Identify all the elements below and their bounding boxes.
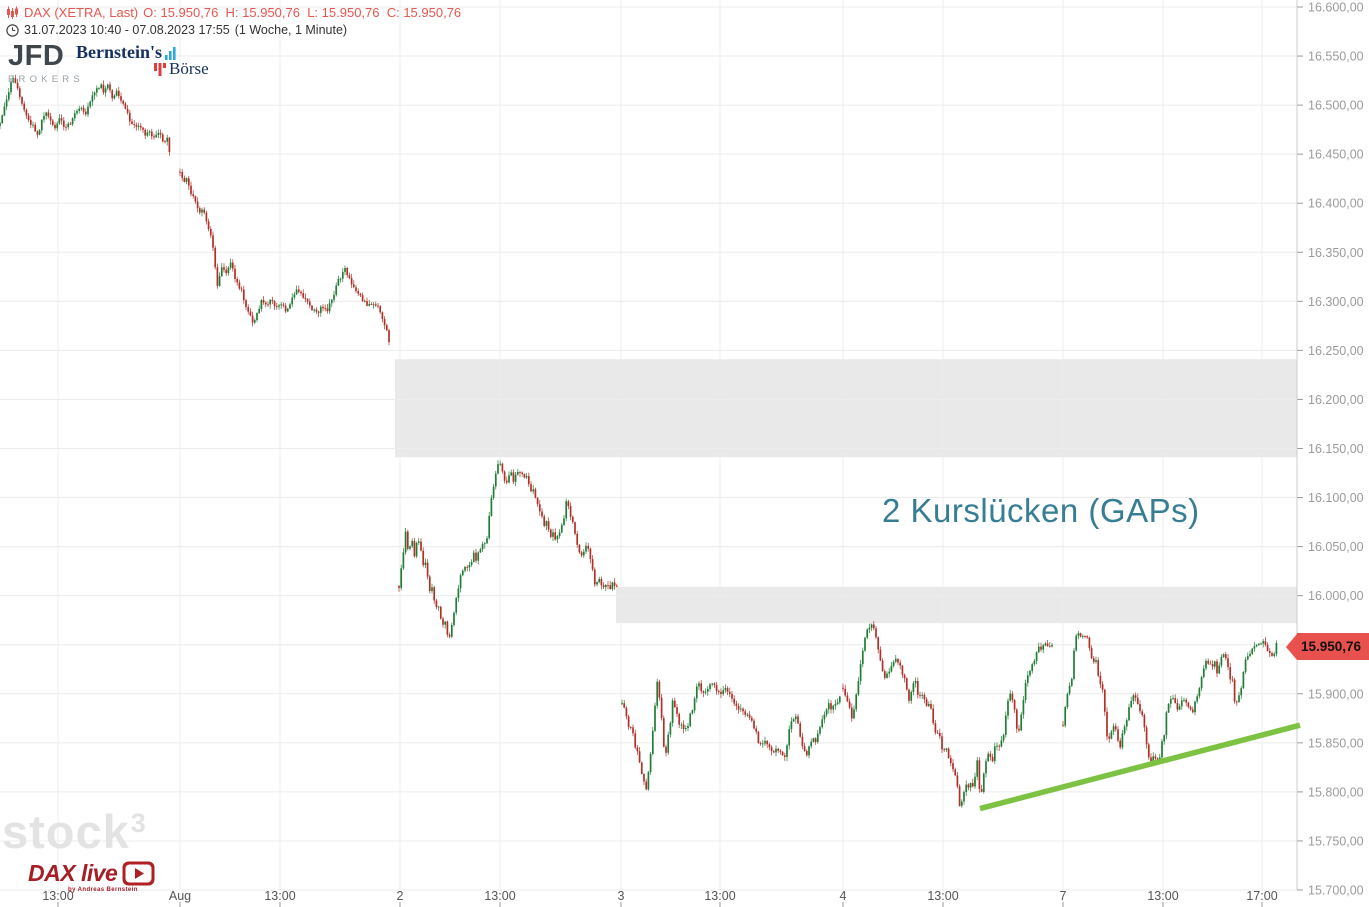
svg-text:17:00: 17:00: [1246, 889, 1277, 903]
tag-arrow-icon: [1285, 633, 1297, 660]
svg-text:16.400,00: 16.400,00: [1308, 197, 1364, 211]
svg-text:4: 4: [840, 889, 847, 903]
candlestick-icon: [7, 6, 18, 19]
jfd-logo-text: JFD: [8, 40, 65, 72]
symbol-line: DAX (XETRA, Last) O: 15.950,76 H: 15.950…: [6, 5, 461, 20]
symbol-title: DAX (XETRA, Last): [24, 5, 139, 20]
date-range: 31.07.2023 10:40 - 07.08.2023 17:55: [24, 23, 230, 37]
jfd-logo-subtext: BROKERS: [8, 74, 84, 85]
svg-text:13:00: 13:00: [484, 889, 515, 903]
play-icon: [122, 861, 155, 886]
daxlive-logo: DAX live by Andreas Bernstein: [28, 861, 155, 893]
svg-text:15.900,00: 15.900,00: [1308, 687, 1364, 701]
svg-text:15.700,00: 15.700,00: [1308, 884, 1364, 898]
svg-text:16.250,00: 16.250,00: [1308, 344, 1364, 358]
range-line: 31.07.2023 10:40 - 07.08.2023 17:55 (1 W…: [6, 23, 461, 37]
svg-text:16.050,00: 16.050,00: [1308, 540, 1364, 554]
svg-text:16.600,00: 16.600,00: [1308, 1, 1364, 15]
bernstein-logo: Bernstein's Börse: [76, 43, 209, 77]
svg-text:16.100,00: 16.100,00: [1308, 491, 1364, 505]
svg-text:Aug: Aug: [169, 889, 191, 903]
svg-text:3: 3: [618, 889, 625, 903]
svg-text:16.200,00: 16.200,00: [1308, 393, 1364, 407]
ohlc-values: O: 15.950,76 H: 15.950,76 L: 15.950,76 C…: [143, 5, 462, 20]
svg-text:16.300,00: 16.300,00: [1308, 295, 1364, 309]
boerse-logo-text: Börse: [169, 59, 209, 78]
svg-text:7: 7: [1060, 889, 1067, 903]
bar-chart-icon-red: [154, 63, 166, 76]
daxlive-logo-text: DAX live: [28, 860, 118, 886]
svg-text:13:00: 13:00: [704, 889, 735, 903]
svg-text:16.350,00: 16.350,00: [1308, 246, 1364, 260]
svg-text:16.550,00: 16.550,00: [1308, 50, 1364, 64]
chart-header: DAX (XETRA, Last) O: 15.950,76 H: 15.950…: [6, 5, 461, 37]
svg-text:13:00: 13:00: [264, 889, 295, 903]
jfd-logo: JFD BROKERS: [8, 42, 84, 85]
stock3-watermark-sup: 3: [130, 808, 147, 838]
gap-annotation: 2 Kurslücken (GAPs): [882, 492, 1200, 529]
svg-text:16.150,00: 16.150,00: [1308, 442, 1364, 456]
bar-chart-icon-blue: [165, 47, 176, 60]
last-price-value: 15.950,76: [1296, 633, 1369, 660]
stock3-watermark: stock3: [2, 808, 147, 855]
svg-text:13:00: 13:00: [42, 889, 73, 903]
svg-text:13:00: 13:00: [927, 889, 958, 903]
timeframe-label: (1 Woche, 1 Minute): [234, 23, 348, 37]
daxlive-logo-subtext: by Andreas Bernstein: [68, 887, 138, 893]
svg-text:16.000,00: 16.000,00: [1308, 589, 1364, 603]
svg-text:13:00: 13:00: [1147, 889, 1178, 903]
stock3-watermark-text: stock: [2, 805, 130, 858]
clock-icon: [6, 23, 19, 37]
svg-text:15.750,00: 15.750,00: [1308, 834, 1364, 848]
svg-text:2: 2: [397, 889, 404, 903]
bernstein-logo-text: Bernstein's: [76, 42, 163, 62]
svg-text:15.850,00: 15.850,00: [1308, 736, 1364, 750]
svg-text:15.800,00: 15.800,00: [1308, 785, 1364, 799]
last-price-tag: 15.950,76: [1285, 633, 1369, 660]
svg-text:16.450,00: 16.450,00: [1308, 148, 1364, 162]
svg-text:16.500,00: 16.500,00: [1308, 99, 1364, 113]
